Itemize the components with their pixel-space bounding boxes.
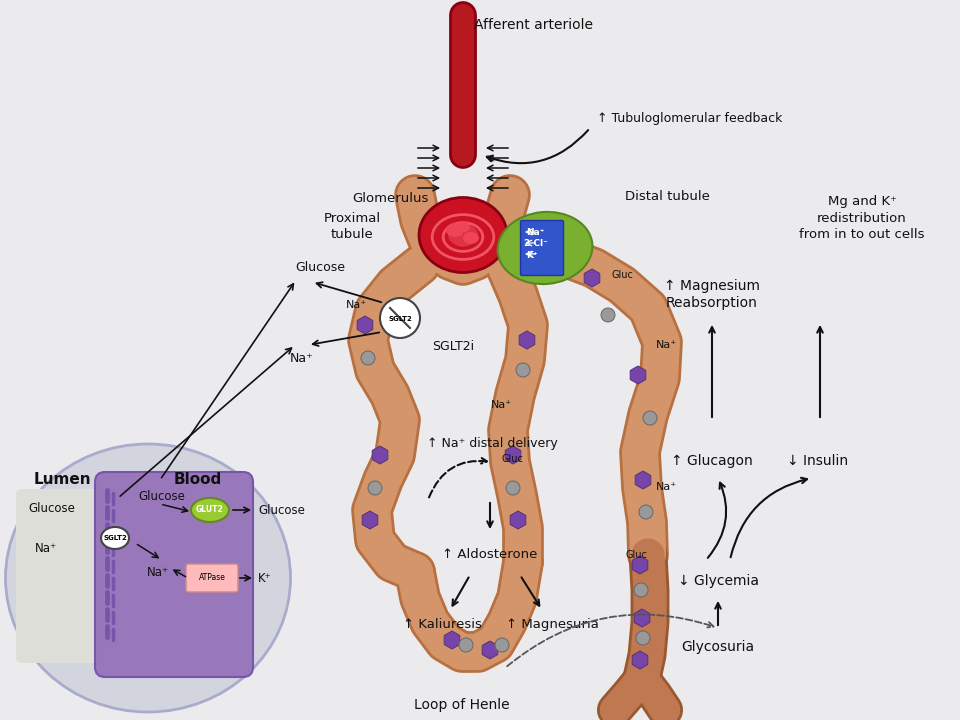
- Ellipse shape: [101, 527, 129, 549]
- Text: Glucose: Glucose: [258, 503, 305, 516]
- Circle shape: [459, 638, 473, 652]
- Ellipse shape: [419, 197, 507, 272]
- Text: Gluc: Gluc: [501, 454, 523, 464]
- Text: Na⁺: Na⁺: [656, 482, 677, 492]
- Text: GLUT2: GLUT2: [196, 505, 224, 515]
- Text: Na⁺: Na⁺: [526, 228, 544, 237]
- Text: Glucose: Glucose: [295, 261, 345, 274]
- Text: Na⁺: Na⁺: [147, 565, 169, 578]
- Circle shape: [361, 351, 375, 365]
- Text: Glucose: Glucose: [138, 490, 185, 503]
- Text: SGLT2i: SGLT2i: [432, 340, 474, 353]
- Text: Glycosuria: Glycosuria: [682, 640, 755, 654]
- Text: ↑ Aldosterone: ↑ Aldosterone: [443, 548, 538, 561]
- Text: ↑ Magnesuria: ↑ Magnesuria: [506, 618, 598, 631]
- Text: ↑ Magnesium
Reabsorption: ↑ Magnesium Reabsorption: [664, 279, 760, 310]
- Circle shape: [495, 638, 509, 652]
- Text: ↑ Na⁺ distal delivery: ↑ Na⁺ distal delivery: [426, 437, 558, 450]
- Text: Afferent arteriole: Afferent arteriole: [474, 18, 593, 32]
- Text: ↓ Glycemia: ↓ Glycemia: [678, 574, 758, 588]
- Text: 2 Cl⁻: 2 Cl⁻: [524, 239, 548, 248]
- Text: Gluc: Gluc: [612, 270, 634, 280]
- Text: ↑ Glucagon: ↑ Glucagon: [671, 454, 753, 468]
- Ellipse shape: [191, 498, 229, 522]
- Circle shape: [506, 481, 520, 495]
- Circle shape: [639, 505, 653, 519]
- Text: Gluc: Gluc: [625, 550, 647, 560]
- Text: Glucose: Glucose: [29, 502, 76, 515]
- Text: Proximal
tubule: Proximal tubule: [324, 212, 380, 241]
- Text: SGLT2: SGLT2: [103, 535, 127, 541]
- Text: ↑ Tubuloglomerular feedback: ↑ Tubuloglomerular feedback: [597, 112, 782, 125]
- Text: Na⁺: Na⁺: [35, 541, 57, 554]
- Text: Na⁺: Na⁺: [290, 352, 314, 365]
- Text: ATPase: ATPase: [199, 574, 226, 582]
- Ellipse shape: [448, 224, 478, 246]
- Text: ↑ Kaliuresis: ↑ Kaliuresis: [402, 618, 481, 631]
- Text: Lumen: Lumen: [34, 472, 91, 487]
- Text: Na⁺: Na⁺: [346, 300, 367, 310]
- Text: SGLT2: SGLT2: [388, 316, 412, 322]
- Ellipse shape: [497, 212, 592, 284]
- Circle shape: [636, 631, 650, 645]
- Text: Na⁺: Na⁺: [656, 340, 677, 350]
- Circle shape: [368, 481, 382, 495]
- Ellipse shape: [446, 223, 464, 237]
- Circle shape: [601, 308, 615, 322]
- Circle shape: [380, 298, 420, 338]
- Ellipse shape: [456, 222, 470, 232]
- Ellipse shape: [463, 232, 479, 244]
- Text: Blood: Blood: [174, 472, 222, 487]
- Circle shape: [516, 363, 530, 377]
- Circle shape: [634, 583, 648, 597]
- Text: K⁺: K⁺: [258, 572, 272, 585]
- Text: Mg and K⁺
redistribution
from in to out cells: Mg and K⁺ redistribution from in to out …: [800, 195, 924, 241]
- FancyBboxPatch shape: [520, 220, 564, 276]
- Text: Na⁺: Na⁺: [491, 400, 512, 410]
- FancyBboxPatch shape: [95, 472, 253, 677]
- Text: Loop of Henle: Loop of Henle: [414, 698, 510, 712]
- FancyBboxPatch shape: [186, 564, 238, 592]
- Text: Glomerulus: Glomerulus: [351, 192, 428, 205]
- FancyBboxPatch shape: [16, 489, 128, 663]
- Circle shape: [643, 411, 657, 425]
- Text: K⁺: K⁺: [526, 251, 538, 260]
- Text: ↓ Insulin: ↓ Insulin: [787, 454, 849, 468]
- Text: Distal tubule: Distal tubule: [625, 190, 709, 203]
- Ellipse shape: [6, 444, 291, 712]
